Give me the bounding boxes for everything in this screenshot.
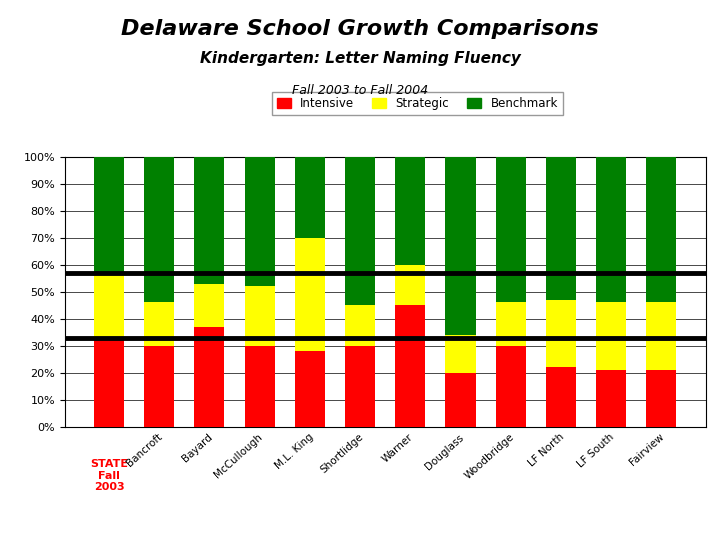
Bar [647, 302, 677, 370]
Bar [294, 157, 325, 238]
Text: LF North: LF North [526, 432, 566, 469]
Bar [245, 346, 275, 427]
Text: M.L. King: M.L. King [273, 432, 315, 471]
Bar [144, 346, 174, 427]
Bar [596, 302, 626, 370]
Text: Bayard: Bayard [180, 432, 215, 464]
Bar [647, 370, 677, 427]
Bar [345, 305, 375, 346]
Bar [546, 157, 576, 300]
Text: Shortlidge: Shortlidge [318, 432, 365, 475]
Bar [144, 302, 174, 346]
Bar [345, 346, 375, 427]
Legend: Intensive, Strategic, Benchmark: Intensive, Strategic, Benchmark [272, 92, 562, 114]
Bar [194, 284, 225, 327]
Bar [94, 273, 124, 338]
Bar [395, 305, 426, 427]
Bar [395, 157, 426, 265]
Text: Fairview: Fairview [628, 432, 667, 468]
Bar [647, 157, 677, 302]
Bar [446, 373, 476, 427]
Bar [294, 238, 325, 351]
Bar [596, 157, 626, 302]
Text: McCullough: McCullough [212, 432, 265, 480]
Text: Bancroft: Bancroft [125, 432, 164, 469]
Bar [194, 157, 225, 284]
Bar [345, 157, 375, 305]
Bar [245, 286, 275, 346]
Bar [495, 346, 526, 427]
Bar [546, 300, 576, 367]
Text: Warner: Warner [381, 432, 415, 464]
Bar [546, 367, 576, 427]
Text: Douglass: Douglass [423, 432, 466, 471]
Text: LF South: LF South [576, 432, 616, 470]
Bar [446, 157, 476, 335]
Text: Fall 2003 to Fall 2004: Fall 2003 to Fall 2004 [292, 84, 428, 97]
Bar [194, 327, 225, 427]
Bar [395, 265, 426, 305]
Bar [495, 157, 526, 302]
Text: Woodbridge: Woodbridge [462, 432, 516, 481]
Text: STATE
Fall
2003: STATE Fall 2003 [90, 459, 128, 492]
Bar [446, 335, 476, 373]
Bar [94, 157, 124, 273]
Bar [94, 338, 124, 427]
Text: F a l l   2 0 0 4: F a l l 2 0 0 4 [317, 503, 482, 523]
Bar [294, 351, 325, 427]
Text: Kindergarten: Letter Naming Fluency: Kindergarten: Letter Naming Fluency [199, 51, 521, 66]
Bar [495, 302, 526, 346]
Text: Delaware School Growth Comparisons: Delaware School Growth Comparisons [121, 19, 599, 39]
Bar [245, 157, 275, 286]
Bar [596, 370, 626, 427]
Bar [144, 157, 174, 302]
